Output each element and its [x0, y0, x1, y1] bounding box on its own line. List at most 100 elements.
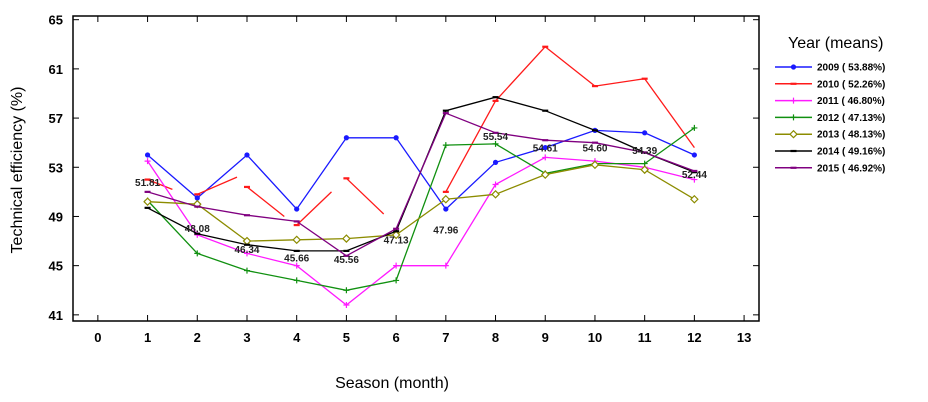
x-tick-label: 2	[194, 330, 201, 345]
legend-title: Year (means)	[788, 35, 883, 52]
y-tick-label: 45	[49, 259, 63, 274]
legend-item: 2011 ( 46.80%)	[775, 96, 885, 107]
x-tick-label: 11	[638, 330, 652, 345]
data-point	[144, 152, 151, 158]
data-point	[642, 130, 648, 136]
data-point	[790, 64, 797, 70]
x-tick-label: 9	[542, 330, 549, 345]
data-point	[790, 114, 797, 121]
x-tick-label: 7	[442, 330, 449, 345]
data-point	[691, 124, 698, 131]
data-point	[293, 262, 300, 269]
x-tick-label: 0	[94, 330, 101, 345]
series-line	[147, 156, 695, 306]
series-2012	[144, 124, 698, 294]
series-segment	[594, 78, 645, 87]
data-point	[343, 287, 350, 294]
legend-label: 2010 ( 52.26%)	[817, 79, 885, 90]
data-point	[542, 144, 548, 151]
data-point	[293, 277, 300, 284]
y-tick-label: 49	[49, 209, 63, 224]
data-point	[590, 160, 600, 170]
x-tick-label: 4	[293, 330, 301, 345]
legend-label: 2014 ( 49.16%)	[817, 147, 885, 158]
data-point	[492, 181, 499, 188]
data-point	[244, 152, 250, 158]
x-tick-label: 12	[687, 330, 701, 345]
mean-label: 52.44	[682, 170, 707, 181]
series-segment	[147, 178, 173, 191]
data-point	[540, 170, 550, 179]
legend-item: 2014 ( 49.16%)	[775, 147, 885, 158]
series-line	[147, 164, 695, 242]
data-point	[194, 195, 200, 201]
data-point	[391, 230, 401, 240]
series-segment	[296, 191, 332, 226]
data-point	[690, 194, 699, 204]
data-point	[393, 262, 400, 269]
series-line	[147, 127, 695, 291]
series-segment	[246, 186, 285, 218]
legend-item: 2009 ( 53.88%)	[775, 63, 885, 74]
legend-label: 2009 ( 53.88%)	[817, 63, 885, 74]
data-point	[442, 262, 449, 269]
series-lines	[143, 45, 699, 309]
data-point	[144, 158, 151, 165]
y-tick-label: 65	[49, 13, 63, 28]
annotations: 51.81 48.08 46.34 45.66 45.56 47.13 47.96 55.54…	[135, 132, 707, 266]
data-point	[143, 197, 152, 207]
legend-item: 2012 ( 47.13%)	[775, 113, 885, 124]
mean-label: 45.56	[334, 255, 359, 266]
series-2015	[144, 112, 698, 257]
legend: 2009 ( 53.88%) 2010 ( 52.26%) 2011 ( 46.80…	[775, 63, 885, 174]
x-tick-label: 3	[243, 330, 250, 345]
data-point	[343, 135, 350, 141]
mean-label: 54.39	[632, 146, 657, 157]
legend-label: 2013 ( 48.13%)	[817, 130, 885, 141]
series-segment	[495, 46, 546, 102]
x-tick-label: 6	[392, 330, 399, 345]
mean-label: 48.08	[185, 224, 210, 235]
mean-label: 54.60	[582, 144, 607, 155]
series-segment	[197, 176, 238, 195]
x-tick-label: 13	[737, 330, 751, 345]
y-tick-label: 61	[49, 62, 63, 77]
legend-item: 2010 ( 52.26%)	[775, 79, 885, 90]
mean-label: 55.54	[483, 132, 508, 143]
data-point	[492, 140, 499, 147]
x-tick-label: 5	[343, 330, 350, 345]
data-point	[442, 142, 449, 149]
data-point	[393, 277, 400, 284]
y-tick-label: 57	[49, 111, 63, 126]
data-point	[443, 206, 449, 212]
series-segment	[345, 177, 385, 215]
series-2009	[144, 127, 697, 212]
series-2010	[144, 45, 695, 227]
legend-label: 2012 ( 47.13%)	[817, 113, 885, 124]
data-point	[194, 250, 201, 257]
mean-label: 47.96	[433, 225, 458, 236]
mean-label: 46.34	[234, 245, 259, 256]
mean-label: 51.81	[135, 178, 160, 189]
legend-item: 2013 ( 48.13%)	[775, 130, 885, 141]
x-tick-label: 8	[492, 330, 499, 345]
y-tick-label: 53	[49, 160, 63, 175]
data-point	[491, 189, 500, 199]
data-point	[492, 159, 499, 165]
mean-label: 47.13	[384, 235, 409, 246]
data-point	[342, 234, 351, 243]
series-segment	[544, 46, 596, 87]
series-line	[147, 129, 695, 211]
series-line	[147, 112, 695, 257]
plot-frame	[72, 15, 760, 322]
legend-label: 2011 ( 46.80%)	[817, 96, 885, 107]
legend-label: 2015 ( 46.92%)	[817, 163, 885, 174]
legend-item: 2015 ( 46.92%)	[775, 163, 885, 174]
x-tick-label: 1	[144, 330, 151, 345]
series-2011	[144, 154, 698, 309]
data-point	[640, 165, 650, 175]
data-point	[292, 235, 302, 245]
series-segment	[644, 78, 695, 148]
